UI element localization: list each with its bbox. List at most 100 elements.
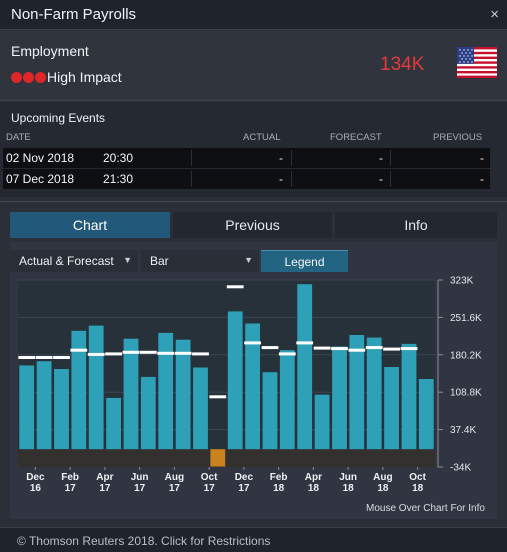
close-icon[interactable]: × (490, 6, 499, 23)
plot-area (18, 280, 435, 467)
x-tick-label: 17 (169, 483, 181, 494)
forecast-markers (18, 285, 418, 399)
column-date: DATE (6, 132, 31, 143)
series-select-label: Actual & Forecast (19, 254, 114, 268)
bar (123, 338, 139, 450)
forecast-marker (296, 341, 314, 345)
chart-panel: Actual & Forecast ▼ Bar ▼ Legend -34K 37.… (10, 242, 497, 519)
bar (193, 367, 208, 450)
forecast-marker (18, 356, 36, 359)
forecast-marker (53, 356, 70, 359)
window-title: Non-Farm Payrolls (11, 6, 137, 23)
x-tick-label: 18 (412, 483, 424, 494)
x-tick-label: 18 (377, 483, 389, 494)
bar (158, 332, 174, 450)
x-tick-label: Jun (339, 472, 357, 483)
y-tick-label: 37.4K (450, 425, 476, 436)
forecast-marker (35, 356, 53, 359)
series-select[interactable]: Actual & Forecast ▼ (10, 250, 138, 272)
impact-label: High Impact (47, 69, 122, 85)
bar-series (19, 284, 434, 467)
bar (418, 379, 434, 450)
bar (279, 350, 295, 450)
x-tick-label: Apr (96, 472, 113, 483)
forecast-marker (139, 350, 157, 354)
column-previous: PREVIOUS (433, 132, 483, 143)
bar (384, 367, 399, 450)
row-date: 02 Nov 2018 (6, 151, 75, 165)
bar (106, 397, 121, 450)
bar (140, 376, 156, 450)
forecast-marker (331, 347, 348, 351)
row-time: 20:30 (103, 151, 134, 165)
forecast-marker (261, 346, 279, 350)
tab-previous[interactable]: Previous (173, 212, 332, 238)
row-separator (191, 171, 192, 187)
x-tick-label: 16 (30, 483, 42, 494)
table-row[interactable]: 02 Nov 2018 20:30 - - - (3, 148, 490, 168)
table-row[interactable]: 07 Dec 2018 21:30 - - - (3, 169, 490, 189)
row-forecast: - (379, 172, 383, 186)
forecast-marker (157, 351, 175, 355)
x-tick-label: Feb (61, 472, 79, 483)
row-separator (291, 150, 292, 166)
restrictions-link[interactable]: © Thomson Reuters 2018. Click for Restri… (17, 534, 271, 548)
y-tick-label: 180.2K (450, 350, 482, 361)
section-divider (0, 201, 507, 202)
forecast-marker (87, 352, 105, 356)
event-category: Employment (11, 43, 89, 59)
bar (349, 335, 365, 450)
row-separator (191, 150, 192, 166)
bar (262, 372, 278, 450)
x-tick-label: 17 (99, 483, 111, 494)
impact-indicator: High Impact (11, 69, 122, 85)
bar (36, 361, 52, 450)
x-tick-label: Oct (409, 472, 426, 483)
y-tick-label: 251.6K (450, 313, 482, 324)
forecast-marker (70, 348, 88, 352)
forecast-marker (244, 341, 261, 345)
x-axis: Dec16Feb17Apr17Jun17Aug17Oct17Dec17Feb18… (26, 467, 427, 494)
title-bar: Non-Farm Payrolls × (0, 0, 507, 30)
x-tick-label: 17 (65, 483, 77, 494)
row-previous: - (480, 151, 484, 165)
us-flag-icon (457, 47, 497, 78)
bar (366, 337, 382, 450)
x-tick-label: Dec (26, 472, 45, 483)
row-actual: - (279, 151, 283, 165)
row-actual: - (279, 172, 283, 186)
forecast-marker (365, 346, 383, 350)
bar (227, 311, 243, 450)
bar (71, 330, 87, 450)
negative-zone (18, 449, 435, 467)
forecast-marker (348, 348, 366, 352)
bar (210, 449, 226, 467)
chart-hint: Mouse Over Chart For Info (366, 503, 485, 514)
forecast-marker (383, 347, 400, 351)
row-date: 07 Dec 2018 (6, 172, 75, 186)
legend-button[interactable]: Legend (261, 250, 348, 272)
x-tick-label: Jun (131, 472, 149, 483)
event-value: 134K (380, 54, 425, 75)
chart-type-select[interactable]: Bar ▼ (141, 250, 259, 272)
chart-controls: Actual & Forecast ▼ Bar ▼ Legend (10, 250, 497, 272)
tab-bar: Chart Previous Info (10, 212, 497, 238)
y-tick-label: 323K (450, 276, 474, 287)
y-tick-label: -34K (450, 463, 471, 474)
x-tick-label: 18 (308, 483, 320, 494)
bar (332, 346, 347, 450)
bar (88, 325, 104, 450)
forecast-marker (313, 346, 331, 350)
bar (175, 339, 191, 450)
impact-dot-icon (35, 72, 46, 83)
bar (54, 369, 69, 450)
tab-info[interactable]: Info (335, 212, 497, 238)
tab-chart[interactable]: Chart (10, 212, 170, 238)
bar (19, 365, 35, 450)
forecast-marker (192, 352, 209, 356)
y-tick-label: 108.8K (450, 388, 482, 399)
gridlines (18, 279, 435, 467)
x-tick-label: Dec (235, 472, 254, 483)
footer: © Thomson Reuters 2018. Click for Restri… (0, 527, 507, 552)
